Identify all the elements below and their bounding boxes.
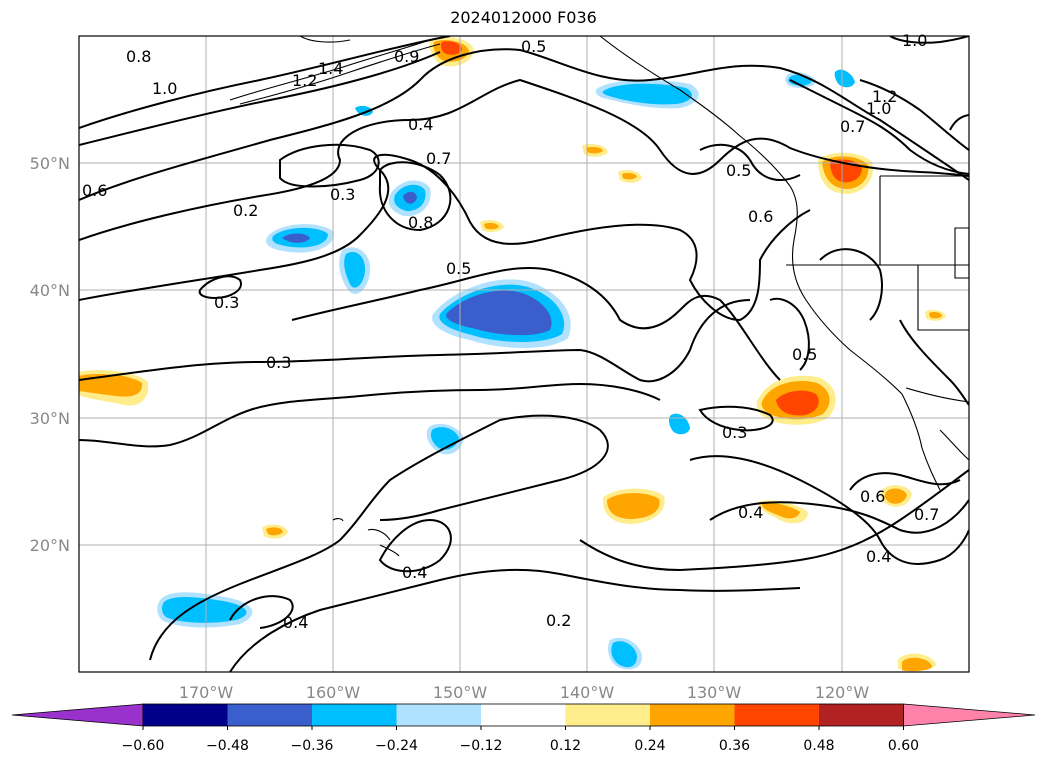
colorbar-segment <box>227 704 313 726</box>
contour-label: 0.5 <box>521 37 546 56</box>
colorbar-tick-label: 0.60 <box>888 738 919 754</box>
contour-label: 0.3 <box>214 293 239 312</box>
contour-label: 0.8 <box>126 47 151 66</box>
gridlines <box>79 36 969 672</box>
colorbar-tick-label: 0.12 <box>550 738 581 754</box>
positive-anomaly-area <box>79 36 946 672</box>
colorbar-tick-label: 0.24 <box>634 738 665 754</box>
contour-label: 0.4 <box>283 613 308 632</box>
contour-label: 0.7 <box>914 505 939 524</box>
contour-label: 0.7 <box>840 117 865 136</box>
coastlines <box>229 36 969 557</box>
map-title: 2024012000 F036 <box>450 8 597 27</box>
contour-label: 1.0 <box>152 79 177 98</box>
colorbar-segment <box>734 704 820 726</box>
contour-label: 1.0 <box>866 99 891 118</box>
colorbar-extend-high <box>903 703 1036 727</box>
negative-anomaly-area <box>157 69 855 670</box>
contour-label: 0.3 <box>330 185 355 204</box>
lon-tick-label: 130°W <box>687 683 742 702</box>
axis-labels: 170°W 160°W 150°W 140°W 130°W 120°W 50°N… <box>30 154 870 702</box>
colorbar-tick-label: −0.36 <box>291 738 334 754</box>
contour-label: 1.2 <box>872 87 897 106</box>
contour-label: 0.3 <box>266 353 291 372</box>
contour-labels: 0.8 1.0 1.2 1.4 0.9 0.5 0.7 0.6 0.4 0.3 … <box>82 31 939 632</box>
contour-label: 0.4 <box>738 503 763 522</box>
contour-label: 0.4 <box>866 547 891 566</box>
colorbar-segment <box>565 704 651 726</box>
colorbar-segment <box>481 704 566 726</box>
colorbar-tick-label: −0.24 <box>375 738 418 754</box>
colorbar-tick-label: −0.60 <box>122 738 165 754</box>
contour-label: 0.9 <box>394 47 419 66</box>
contour-label: 1.0 <box>902 31 927 50</box>
lat-tick-label: 40°N <box>30 281 70 300</box>
contour-lines <box>79 36 969 672</box>
contour-label: 1.2 <box>292 71 317 90</box>
contour-label: 0.2 <box>233 201 258 220</box>
colorbar-segment <box>396 704 482 726</box>
contour-label: 0.7 <box>426 149 451 168</box>
contour-label: 0.4 <box>402 563 427 582</box>
map-frame <box>78 35 970 673</box>
contour-label: 1.4 <box>318 59 343 78</box>
contour-label: 0.5 <box>792 345 817 364</box>
contour-label: 0.6 <box>748 207 773 226</box>
lon-tick-label: 150°W <box>433 683 488 702</box>
lat-tick-label: 30°N <box>30 409 70 428</box>
colorbar-segment <box>143 704 228 726</box>
contour-label: 0.6 <box>82 181 107 200</box>
contour-label: 0.5 <box>446 259 471 278</box>
contour-label: 0.5 <box>726 161 751 180</box>
colorbar-tick-label: 0.36 <box>719 738 750 754</box>
lon-tick-label: 170°W <box>179 683 234 702</box>
colorbar-tick-label: −0.48 <box>206 738 249 754</box>
colorbar-segment <box>312 704 397 726</box>
lon-tick-label: 140°W <box>560 683 615 702</box>
colorbar-segment <box>819 704 904 726</box>
colorbar-extend-low <box>11 703 144 727</box>
contour-label: 0.4 <box>408 115 433 134</box>
lat-tick-label: 20°N <box>30 536 70 555</box>
anomaly-fills <box>79 36 946 672</box>
lat-tick-label: 50°N <box>30 154 70 173</box>
contour-label: 0.2 <box>546 611 571 630</box>
colorbar: −0.60 −0.48 −0.36 −0.24 −0.12 0.12 0.24 0.36 0.4… <box>11 703 1036 754</box>
lon-tick-label: 120°W <box>815 683 870 702</box>
contour-label: 0.6 <box>860 487 885 506</box>
contour-label: 0.8 <box>408 213 433 232</box>
lon-tick-label: 160°W <box>306 683 361 702</box>
colorbar-tick-label: 0.48 <box>803 738 834 754</box>
colorbar-tick-label: −0.12 <box>460 738 503 754</box>
colorbar-outline <box>142 703 904 727</box>
colorbar-segment <box>650 704 735 726</box>
contour-label: 0.3 <box>722 423 747 442</box>
